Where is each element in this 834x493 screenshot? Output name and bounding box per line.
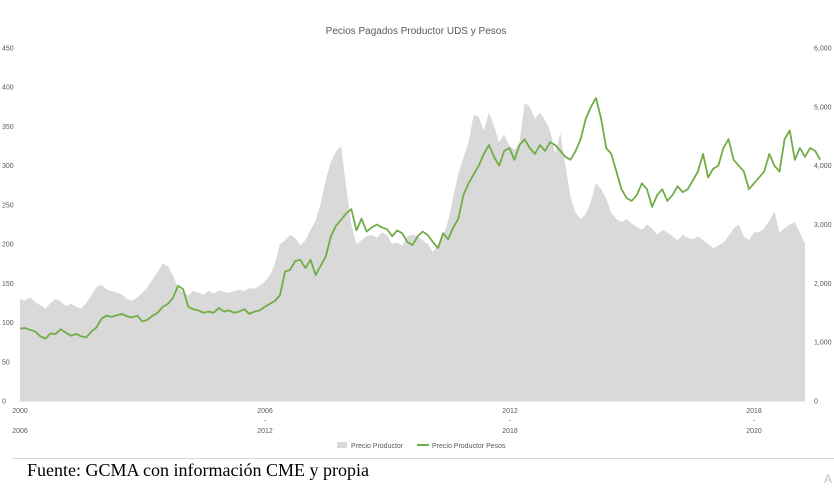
y-left-tick-label: 150 xyxy=(2,281,14,288)
x-tick-mark: - xyxy=(509,418,512,425)
y-left-tick-label: 400 xyxy=(2,85,14,92)
y-right-tick-label: 3,000 xyxy=(814,222,832,229)
chart-svg: Pecios Pagados Productor UDS y Pesos 0 50… xyxy=(2,26,832,450)
y-left-tick-label: 300 xyxy=(2,163,14,170)
line-precio-productor-pesos xyxy=(19,97,822,340)
area-precio-productor xyxy=(20,102,805,401)
y-left-tick-label: 350 xyxy=(2,124,14,131)
legend-swatch-area xyxy=(337,442,347,448)
legend-label-area: Precio Productor xyxy=(351,443,404,450)
source-note: Fuente: GCMA con información CME y propi… xyxy=(27,460,369,480)
y-right-tick-label: 0 xyxy=(814,399,818,406)
chart-title: Pecios Pagados Productor UDS y Pesos xyxy=(326,26,507,37)
x-tick-mark: - xyxy=(753,418,756,425)
y-right-tick-label: 2,000 xyxy=(814,281,832,288)
x-tick-label-bottom: 2006 xyxy=(12,428,28,435)
y-left-tick-label: 100 xyxy=(2,320,14,327)
area-series xyxy=(20,102,805,401)
y-left-tick-label: 200 xyxy=(2,242,14,249)
y-left-tick-label: 0 xyxy=(2,399,6,406)
y-right-tick-label: 4,000 xyxy=(814,163,832,170)
y-left-tick-label: 250 xyxy=(2,202,14,209)
y-right-tick-label: 5,000 xyxy=(814,104,832,111)
y-left-tick-label: 450 xyxy=(2,46,14,53)
y-left-tick-label: 50 xyxy=(2,359,10,366)
y-axis-left: 0 50 100 150 200 250 300 350 400 450 xyxy=(2,46,14,406)
divider xyxy=(12,458,834,459)
x-tick-label-top: 2018 xyxy=(746,408,762,415)
x-tick-label-top: 2006 xyxy=(257,408,273,415)
x-tick-mark: - xyxy=(264,418,267,425)
legend: Precio Productor Precio Productor Pesos xyxy=(337,442,506,450)
x-tick-label-bottom: 2018 xyxy=(502,428,518,435)
x-axis: 2000 2006 2012 2018 2006 2012 2018 2020 - - - xyxy=(12,408,762,435)
x-tick-label-bottom: 2012 xyxy=(257,428,273,435)
legend-label-line: Precio Productor Pesos xyxy=(432,443,506,450)
y-right-tick-label: 6,000 xyxy=(814,46,832,53)
y-right-tick-label: 1,000 xyxy=(814,340,832,347)
y-axis-right: 0 1,000 2,000 3,000 4,000 5,000 6,000 xyxy=(814,46,832,406)
x-tick-label-top: 2000 xyxy=(12,408,28,415)
x-tick-label-bottom: 2020 xyxy=(746,428,762,435)
x-tick-label-top: 2012 xyxy=(502,408,518,415)
line-series xyxy=(19,97,822,340)
corner-mark: A xyxy=(824,472,833,486)
